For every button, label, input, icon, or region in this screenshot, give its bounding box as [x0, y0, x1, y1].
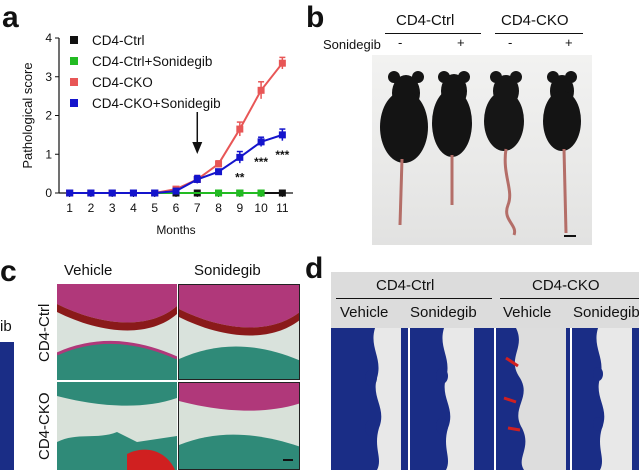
x-tick-label: 2 [88, 201, 95, 215]
x-tick-label: 7 [194, 201, 201, 215]
legend-marker [70, 99, 78, 107]
x-tick-label: 11 [276, 201, 289, 215]
data-point [278, 131, 286, 139]
d-col-label-2: Sonidegib [410, 304, 477, 321]
b-group-underline-ctrl [385, 33, 481, 34]
histology-cko-sonidegib [178, 382, 300, 470]
data-point [108, 189, 116, 197]
y-tick-label: 3 [45, 70, 52, 84]
x-tick-label: 8 [215, 201, 222, 215]
mouse-ctrl-vehicle [380, 71, 428, 226]
panel-b-label: b [306, 1, 325, 34]
c-col-label-vehicle: Vehicle [64, 262, 113, 279]
b-group-label-ctrl: CD4-Ctrl [396, 12, 455, 29]
b-group-label-cko: CD4-CKO [501, 12, 569, 29]
data-point [257, 138, 265, 146]
treatment-arrowhead [192, 142, 203, 154]
data-point [257, 189, 265, 197]
data-point [257, 86, 265, 94]
x-tick-label: 3 [109, 201, 116, 215]
y-axis-label: Pathological score [20, 62, 35, 168]
d-col-label-4: Sonidegib [573, 304, 639, 321]
d-group-label-ctrl: CD4-Ctrl [376, 277, 435, 294]
panel-c-label: c [0, 255, 17, 288]
mice-illustration [380, 71, 581, 237]
legend-marker [70, 36, 78, 44]
microct-ctrl-sonidegib [410, 328, 494, 470]
data-point [236, 189, 244, 197]
panel-d-label: d [305, 252, 324, 285]
b-sign-1: - [398, 35, 403, 50]
d-group-underline-ctrl [336, 298, 492, 299]
d-group-label-cko: CD4-CKO [532, 277, 600, 294]
data-point [66, 189, 74, 197]
series-3 [66, 128, 286, 197]
b-sign-2: + [457, 35, 465, 50]
x-tick-label: 9 [236, 201, 243, 215]
b-row-label-sonidegib: Sonidegib [323, 37, 381, 52]
mouse-cko-vehicle [484, 71, 524, 236]
data-point [278, 189, 286, 197]
data-point [215, 189, 223, 197]
b-sign-3: - [508, 35, 513, 50]
data-point [215, 160, 223, 168]
c-left-partial-label: ib [0, 318, 12, 335]
d-header-band [331, 272, 639, 328]
legend-label: CD4-Ctrl [92, 33, 145, 48]
series-line [69, 133, 283, 194]
x-axis-label: Months [156, 223, 195, 237]
x-tick-label: 1 [66, 201, 73, 215]
data-point [87, 189, 95, 197]
legend-label: CD4-CKO+Sonidegib [92, 96, 221, 111]
microct-ctrl-vehicle [331, 328, 408, 470]
panel-a-label: a [2, 1, 19, 34]
d-col-label-1: Vehicle [340, 304, 389, 321]
b-group-underline-cko [495, 33, 583, 34]
significance-mark: *** [275, 148, 289, 162]
data-point [172, 187, 180, 195]
legend-marker [70, 78, 78, 86]
y-tick-label: 2 [45, 109, 52, 123]
data-point [151, 189, 159, 197]
mouse-ctrl-sonidegib [432, 71, 472, 205]
data-point [215, 168, 223, 176]
x-tick-label: 4 [130, 201, 137, 215]
d-group-underline-cko [500, 298, 639, 299]
x-tick-label: 5 [151, 201, 158, 215]
c-left-partial-tile [0, 342, 14, 470]
data-point [236, 153, 244, 161]
histology-ctrl-sonidegib [178, 284, 300, 380]
mouse-cko-sonidegib [543, 71, 581, 234]
significance-mark: ** [235, 170, 245, 184]
histology-cko-vehicle [57, 382, 177, 470]
c-row-label-cko: CD4-CKO [36, 392, 53, 460]
microct-cko-vehicle [496, 328, 570, 470]
chart-annotations: ***** *** [235, 148, 290, 184]
mice-photo [372, 55, 592, 245]
c-row-label-ctrl: CD4-Ctrl [36, 303, 53, 362]
data-point [193, 175, 201, 183]
legend-label: CD4-Ctrl+Sonidegib [92, 54, 212, 69]
microct-cko-sonidegib [572, 328, 639, 470]
legend-marker [70, 57, 78, 65]
y-tick-label: 0 [45, 186, 52, 200]
chart-series [66, 56, 286, 197]
c-col-label-sonidegib: Sonidegib [194, 262, 261, 279]
b-sign-4: + [565, 35, 573, 50]
legend-label: CD4-CKO [92, 75, 153, 90]
y-tick-label: 1 [45, 147, 52, 161]
y-tick-label: 4 [45, 31, 52, 45]
data-point [236, 125, 244, 133]
data-point [129, 189, 137, 197]
chart-legend: CD4-Ctrl CD4-Ctrl+Sonidegib CD4-CKO CD4-CKO… [70, 33, 221, 111]
x-tick-label: 6 [173, 201, 180, 215]
scale-bar [564, 235, 576, 237]
x-tick-label: 10 [254, 201, 268, 215]
histology-ctrl-vehicle [57, 284, 177, 380]
significance-mark: *** [254, 155, 268, 169]
d-col-label-3: Vehicle [503, 304, 552, 321]
data-point [278, 59, 286, 67]
